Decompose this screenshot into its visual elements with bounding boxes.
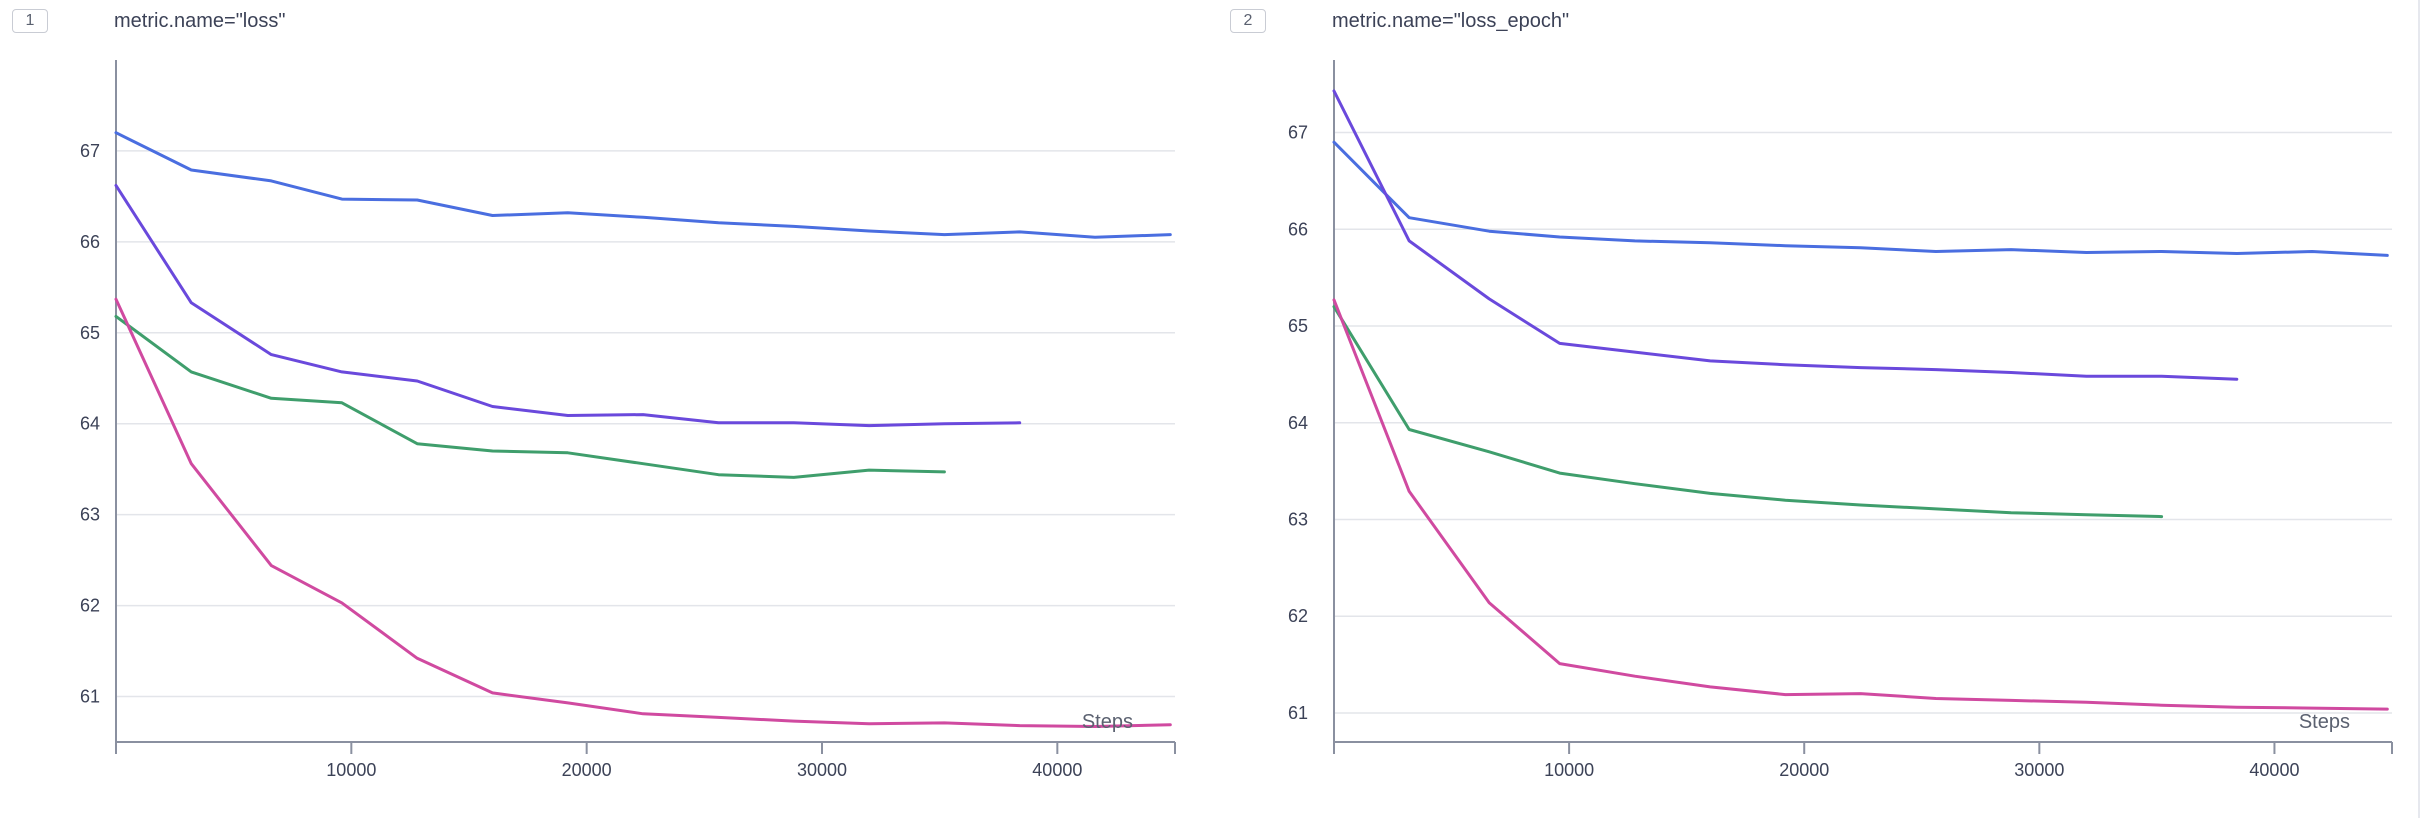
x-tick-label: 30000 xyxy=(2014,760,2064,780)
panel-divider xyxy=(2418,0,2420,818)
y-tick-label: 64 xyxy=(1288,413,1308,433)
x-axis-label: Steps xyxy=(1082,711,1133,733)
x-tick-label: 30000 xyxy=(797,760,847,780)
series-line-1[interactable] xyxy=(114,131,1172,239)
loss-line-chart[interactable]: 61 62 63 64 65 66 67 10000 20000 30000 40000 Steps xyxy=(0,0,1212,818)
x-axis-label: Steps xyxy=(2299,711,2350,733)
y-tick-label: 65 xyxy=(1288,316,1308,336)
series-line-4[interactable] xyxy=(114,297,1172,728)
x-tick-label: 10000 xyxy=(1544,760,1594,780)
series-line-3[interactable] xyxy=(1332,305,2164,519)
series-line-1[interactable] xyxy=(1332,140,2389,257)
y-tick-label: 67 xyxy=(80,141,100,161)
series-line-3[interactable] xyxy=(114,314,946,479)
y-tick-label: 65 xyxy=(80,323,100,343)
y-tick-label: 67 xyxy=(1288,123,1308,143)
loss-epoch-line-chart[interactable]: 61 62 63 64 65 66 67 10000 20000 30000 40000 Steps xyxy=(1218,0,2424,818)
x-tick-label: 20000 xyxy=(562,760,612,780)
panel-title: metric.name="loss" xyxy=(114,10,286,32)
y-tick-label: 66 xyxy=(1288,219,1308,239)
y-tick-label: 66 xyxy=(80,232,100,252)
y-tick-label: 61 xyxy=(1288,703,1308,723)
y-tick-label: 64 xyxy=(80,414,100,434)
series-line-2[interactable] xyxy=(1332,89,2239,381)
panel-index-badge[interactable]: 2 xyxy=(1230,9,1266,33)
series-line-4[interactable] xyxy=(1332,298,2389,711)
y-tick-label: 62 xyxy=(1288,606,1308,626)
series-line-2[interactable] xyxy=(114,184,1022,428)
panel-index-badge[interactable]: 1 xyxy=(12,9,48,33)
x-tick-label: 20000 xyxy=(1779,760,1829,780)
y-tick-label: 62 xyxy=(80,596,100,616)
chart-panel-loss: 1 metric.name="loss" 61 62 63 64 65 66 67 10000… xyxy=(0,0,1212,818)
y-tick-label: 63 xyxy=(1288,510,1308,530)
x-tick-label: 10000 xyxy=(326,760,376,780)
y-tick-label: 63 xyxy=(80,505,100,525)
panel-title: metric.name="loss_epoch" xyxy=(1332,10,1570,32)
x-tick-label: 40000 xyxy=(2249,760,2299,780)
chart-panel-loss-epoch: 2 metric.name="loss_epoch" 61 62 63 64 65 66 6… xyxy=(1218,0,2424,818)
y-tick-label: 61 xyxy=(80,687,100,707)
x-tick-label: 40000 xyxy=(1032,760,1082,780)
